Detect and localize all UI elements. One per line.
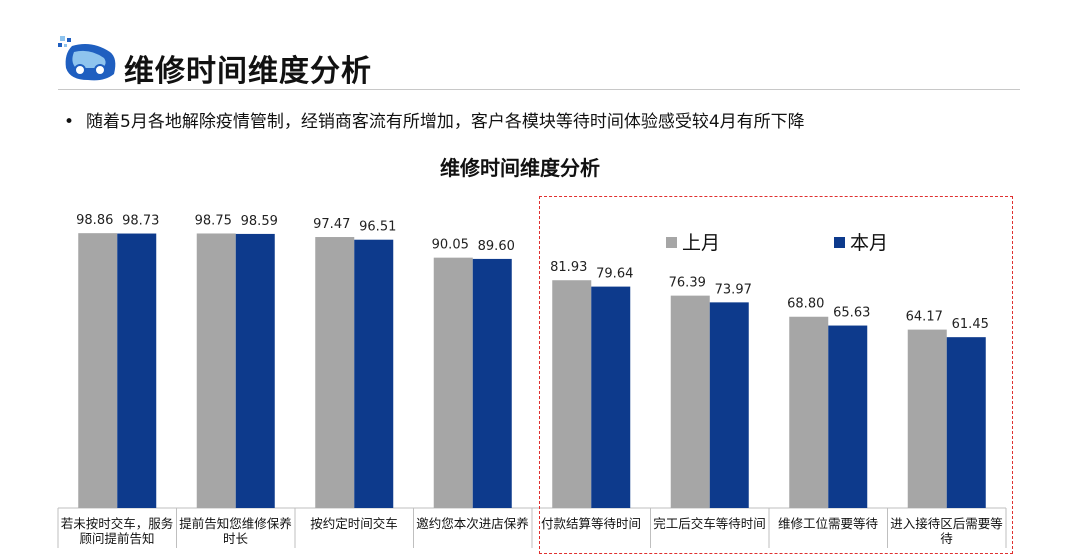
bar-last-month <box>433 257 473 508</box>
bullet-marker: • <box>64 112 75 132</box>
data-label-last-month: 81.93 <box>550 260 587 275</box>
bar-this-month <box>591 286 631 508</box>
bar-this-month <box>709 302 749 508</box>
data-label-last-month: 64.17 <box>906 310 943 325</box>
data-label-this-month: 79.64 <box>596 267 633 282</box>
data-label-last-month: 98.86 <box>76 213 113 228</box>
bar-this-month <box>235 233 275 508</box>
pixel-squares-icon <box>58 36 71 47</box>
x-tick-label: 按约定时间交车 <box>310 516 398 531</box>
x-tick-label: 进入接待区后需要等待 <box>890 516 1003 546</box>
legend-label-last-month: 上月 <box>682 232 721 254</box>
bar-this-month <box>354 239 394 508</box>
data-label-this-month: 96.51 <box>359 220 396 235</box>
bar-last-month <box>315 237 355 509</box>
data-label-last-month: 68.80 <box>787 297 824 312</box>
bar-last-month <box>78 233 118 509</box>
bar-last-month <box>789 316 829 508</box>
x-tick-label: 付款结算等待时间 <box>540 516 641 531</box>
legend-item-last-month: 上月 <box>666 228 720 255</box>
legend-item-this-month: 本月 <box>834 228 888 255</box>
summary-bullet: • 随着5月各地解除疫情管制，经销商客流有所增加，客户各模块等待时间体验感受较4月… <box>64 107 805 132</box>
chart-title: 维修时间维度分析 <box>440 156 600 180</box>
x-tick-label: 完工后交车等待时间 <box>653 516 766 531</box>
legend-label-this-month: 本月 <box>850 232 889 254</box>
x-tick-label: 提前告知您维修保养时长 <box>179 516 292 546</box>
x-tick-label: 若未按时交车，服务顾问提前告知 <box>60 516 174 546</box>
highlight-box <box>539 196 1013 554</box>
bar-this-month <box>472 258 512 508</box>
brand-logo <box>58 36 116 81</box>
bar-last-month <box>670 295 710 508</box>
data-label-last-month: 98.75 <box>195 213 232 228</box>
data-label-last-month: 90.05 <box>432 238 469 253</box>
x-tick-label: 维修工位需要等待 <box>777 516 878 531</box>
bar-this-month <box>117 233 157 509</box>
data-label-last-month: 76.39 <box>669 276 706 291</box>
legend-swatch-this-month <box>834 237 845 248</box>
data-label-this-month: 73.97 <box>715 282 752 297</box>
data-label-this-month: 61.45 <box>952 317 989 332</box>
page-title: 维修时间维度分析 <box>124 54 372 89</box>
data-label-last-month: 97.47 <box>313 217 350 232</box>
summary-text: 随着5月各地解除疫情管制，经销商客流有所增加，客户各模块等待时间体验感受较4月有… <box>86 112 805 132</box>
data-label-this-month: 89.60 <box>478 239 515 254</box>
data-label-this-month: 98.59 <box>241 214 278 229</box>
bar-last-month <box>552 280 592 508</box>
legend-swatch-last-month <box>666 237 677 248</box>
x-tick-label: 邀约您本次进店保养 <box>416 516 529 531</box>
title-divider <box>58 89 1020 90</box>
data-label-this-month: 65.63 <box>833 306 870 321</box>
bar-last-month <box>907 329 947 508</box>
bar-this-month <box>946 337 986 508</box>
bar-last-month <box>196 233 236 508</box>
data-label-this-month: 98.73 <box>122 214 159 229</box>
bar-this-month <box>828 325 868 508</box>
